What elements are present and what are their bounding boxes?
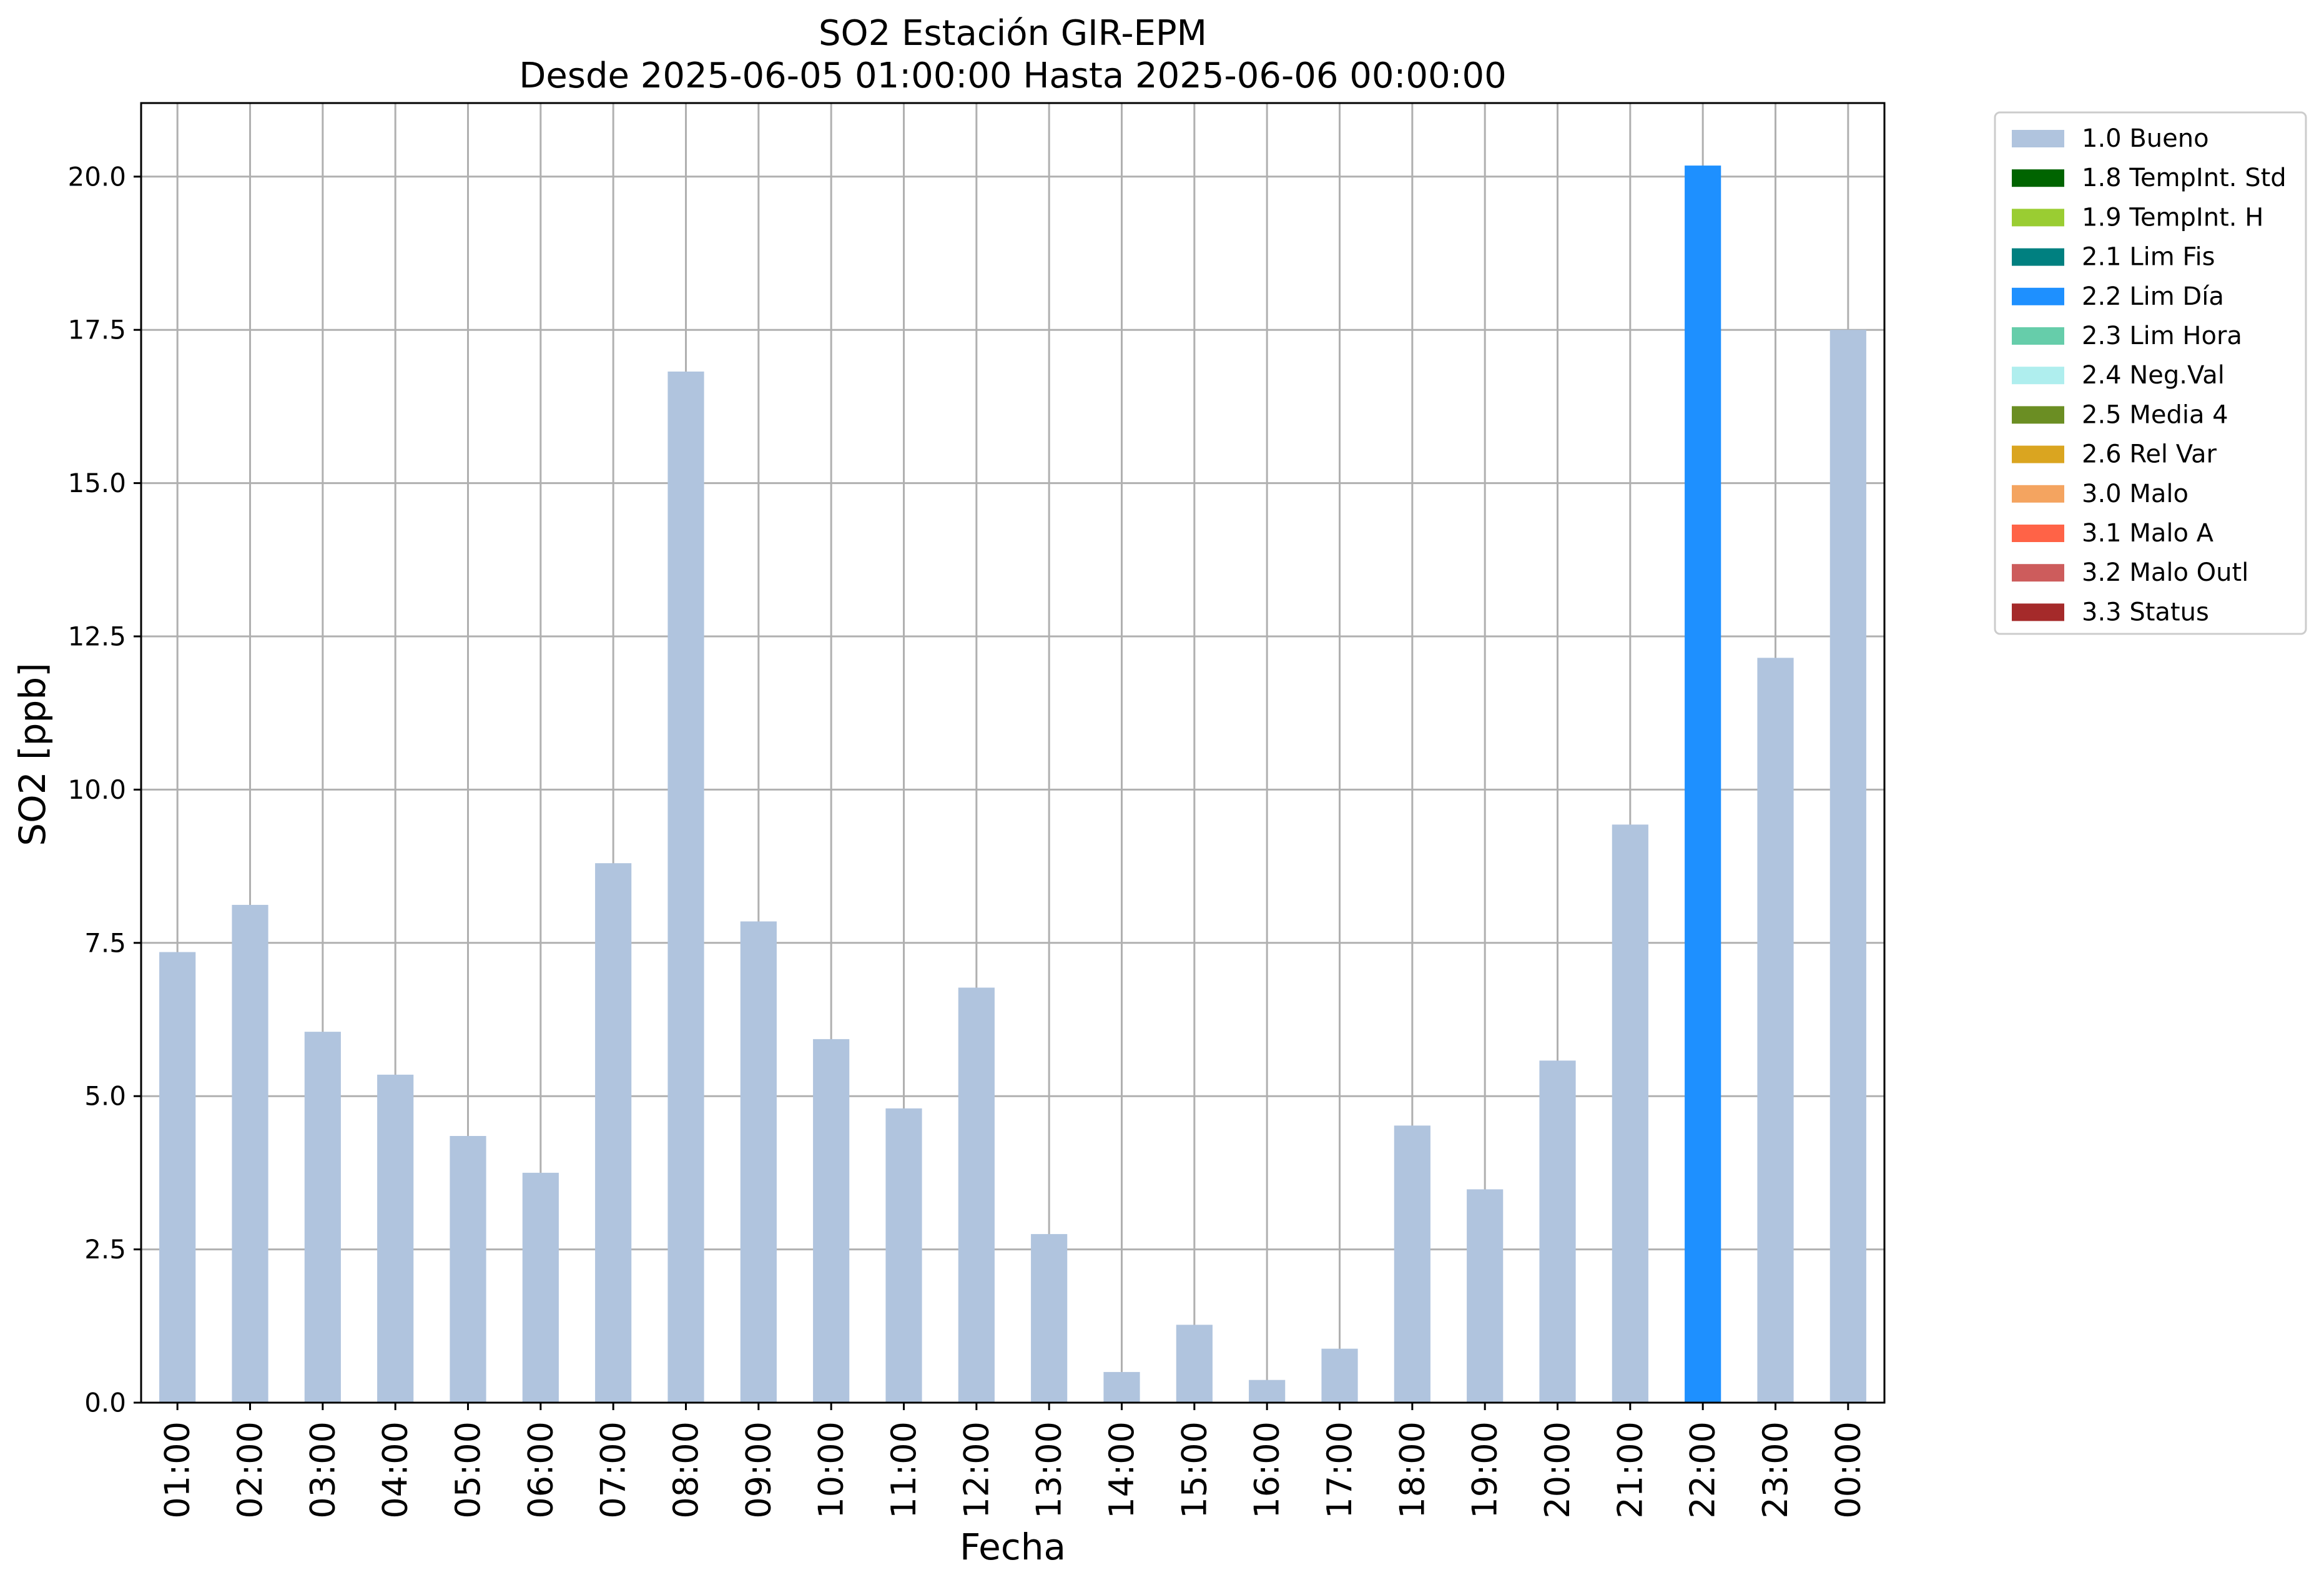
legend-swatch: [2012, 406, 2064, 424]
x-tick-label: 21:00: [1610, 1421, 1650, 1519]
legend-swatch: [2012, 130, 2064, 147]
bar-02:00: [232, 904, 268, 1403]
bar-16:00: [1249, 1380, 1286, 1403]
x-tick-label: 10:00: [812, 1421, 851, 1519]
x-tick-label: 23:00: [1756, 1421, 1795, 1519]
y-tick-label: 2.5: [84, 1234, 126, 1265]
legend-label: 2.5 Media 4: [2082, 400, 2228, 429]
legend: 1.0 Bueno 1.8 TempInt. Std 1.9 TempInt. H 2…: [1994, 111, 2307, 635]
chart-subtitle: Desde 2025-06-05 01:00:00 Hasta 2025-06-…: [519, 56, 1507, 96]
x-tick-label: 07:00: [594, 1421, 633, 1519]
legend-label: 2.3 Lim Hora: [2082, 322, 2242, 350]
x-axis-ticks: 01:00 02:00 03:00 04:00 05:00 06:00 07:00 08:00…: [158, 1403, 1868, 1519]
legend-swatch: [2012, 169, 2064, 187]
x-tick-label: 01:00: [158, 1421, 197, 1519]
y-tick-label: 7.5: [84, 927, 126, 958]
legend-swatch: [2012, 485, 2064, 503]
bar-01:00: [159, 952, 196, 1403]
legend-swatch: [2012, 564, 2064, 582]
bar-06:00: [522, 1172, 559, 1403]
bar-22:00: [1685, 165, 1721, 1403]
legend-label: 2.6 Rel Var: [2082, 440, 2217, 469]
legend-swatch: [2012, 367, 2064, 385]
bar-00:00: [1829, 330, 1866, 1403]
y-tick-label: 17.5: [67, 315, 126, 345]
legend-label: 3.0 Malo: [2082, 480, 2189, 508]
bar-13:00: [1031, 1234, 1068, 1403]
legend-swatch: [2012, 445, 2064, 463]
x-tick-label: 18:00: [1392, 1421, 1432, 1519]
chart-title: SO2 Estación GIR-EPM: [819, 13, 1207, 54]
bar-series: [159, 165, 1866, 1403]
legend-label: 3.2 Malo Outl: [2082, 558, 2248, 587]
bar-20:00: [1539, 1060, 1576, 1403]
bar-09:00: [740, 921, 777, 1403]
x-tick-label: 04:00: [376, 1421, 415, 1519]
bar-17:00: [1321, 1348, 1358, 1403]
x-tick-label: 17:00: [1320, 1421, 1359, 1519]
x-tick-label: 13:00: [1030, 1421, 1069, 1519]
y-tick-label: 15.0: [67, 468, 126, 498]
x-tick-label: 15:00: [1174, 1421, 1214, 1519]
legend-swatch: [2012, 209, 2064, 227]
legend-label: 2.4 Neg.Val: [2082, 361, 2225, 390]
legend-swatch: [2012, 603, 2064, 621]
bar-23:00: [1757, 658, 1794, 1403]
bar-14:00: [1103, 1371, 1140, 1403]
legend-swatch: [2012, 287, 2064, 305]
legend-label: 3.1 Malo A: [2082, 519, 2214, 548]
bar-19:00: [1467, 1189, 1504, 1403]
y-tick-label: 0.0: [84, 1388, 126, 1418]
x-tick-label: 05:00: [448, 1421, 488, 1519]
bar-03:00: [304, 1032, 341, 1403]
x-tick-label: 00:00: [1828, 1421, 1868, 1519]
y-tick-label: 5.0: [84, 1081, 126, 1112]
legend-label: 1.0 Bueno: [2082, 124, 2209, 153]
bar-11:00: [885, 1108, 922, 1403]
legend-label: 3.3 Status: [2082, 598, 2209, 626]
x-tick-label: 19:00: [1465, 1421, 1505, 1519]
x-tick-label: 12:00: [957, 1421, 996, 1519]
bar-12:00: [958, 987, 995, 1403]
x-tick-label: 02:00: [230, 1421, 270, 1519]
y-axis-label: SO2 [ppb]: [11, 663, 54, 846]
bar-07:00: [595, 863, 632, 1403]
bar-18:00: [1394, 1125, 1430, 1403]
bar-08:00: [667, 371, 704, 1403]
bar-10:00: [813, 1039, 850, 1403]
bar-05:00: [450, 1136, 486, 1403]
x-tick-label: 22:00: [1683, 1421, 1723, 1519]
legend-swatch: [2012, 327, 2064, 345]
y-tick-label: 20.0: [67, 161, 126, 192]
legend-label: 2.2 Lim Día: [2082, 282, 2224, 311]
legend-swatch: [2012, 525, 2064, 542]
legend-frame: [1994, 111, 2307, 635]
x-tick-label: 09:00: [739, 1421, 778, 1519]
bar-04:00: [377, 1074, 414, 1403]
y-tick-label: 12.5: [67, 621, 126, 651]
legend-label: 2.1 Lim Fis: [2082, 243, 2215, 272]
x-tick-label: 08:00: [666, 1421, 706, 1519]
x-axis-label: Fecha: [960, 1526, 1066, 1568]
plot-frame: [140, 102, 1886, 1404]
bar-21:00: [1612, 824, 1648, 1403]
x-tick-label: 16:00: [1248, 1421, 1287, 1519]
legend-label: 1.9 TempInt. H: [2082, 203, 2263, 232]
y-axis-ticks: 0.0 2.5 5.0 7.5 10.0 12.5 15.0 17.5 20.0: [67, 161, 141, 1418]
legend-swatch: [2012, 248, 2064, 266]
x-tick-label: 06:00: [521, 1421, 560, 1519]
x-tick-label: 20:00: [1538, 1421, 1577, 1519]
x-tick-label: 03:00: [303, 1421, 342, 1519]
y-tick-label: 10.0: [67, 774, 126, 805]
legend-label: 1.8 TempInt. Std: [2082, 164, 2287, 192]
bar-15:00: [1176, 1325, 1213, 1403]
x-tick-label: 11:00: [884, 1421, 923, 1519]
x-tick-label: 14:00: [1102, 1421, 1141, 1519]
